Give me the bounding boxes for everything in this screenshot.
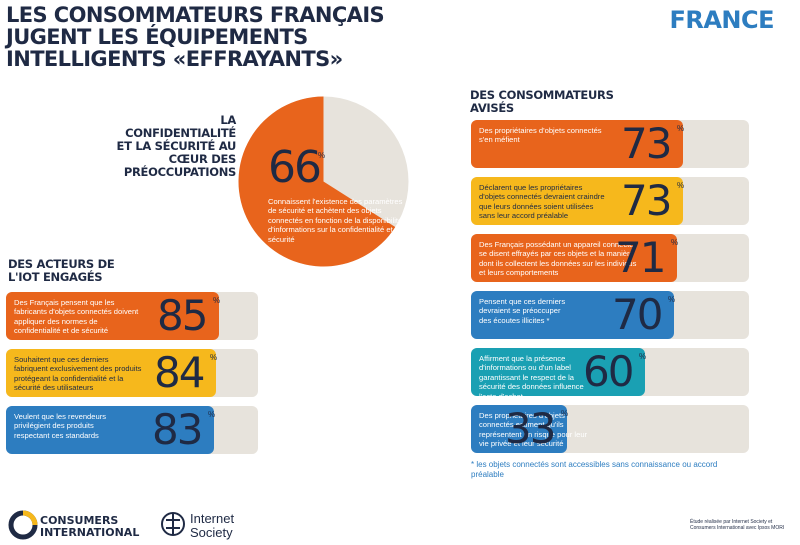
bar-percent-sign: % — [671, 238, 679, 247]
bar-value: 70 — [612, 290, 663, 339]
bar-label: Des Français possédant un appareil conne… — [479, 240, 637, 278]
bar-row: Des Français possédant un appareil conne… — [471, 234, 749, 282]
study-credit: Étude réalisée par Internet Society et C… — [690, 519, 785, 531]
bar-percent-sign: % — [210, 353, 218, 362]
bar-value: 73 — [621, 176, 672, 225]
pie-chart — [238, 96, 409, 267]
bar-row: Pensent que ces derniers devraient se pr… — [471, 291, 749, 339]
pie-percent-sign: % — [318, 151, 326, 160]
ci-logo-line2: INTERNATIONAL — [40, 526, 140, 539]
bar-33 — [471, 405, 567, 453]
center-heading: LA CONFIDENTIALITÉ ET LA SÉCURITÉ AU CŒU… — [116, 113, 237, 179]
bar-percent-sign: % — [213, 296, 221, 305]
bar-value: 85 — [157, 291, 208, 340]
is-logo-icon — [161, 512, 185, 536]
bar-value: 71 — [615, 233, 666, 282]
bar-value: 73 — [621, 119, 672, 168]
bar-84 — [6, 349, 216, 397]
footnote: * les objets connectés sont accessibles … — [471, 460, 718, 479]
pie-slice-66 — [238, 96, 396, 267]
bar-value: 84 — [154, 348, 205, 397]
right-heading: DES CONSOMMATEURS AVISÉS — [470, 88, 614, 115]
pie-description: Connaissent l'existence des paramètres d… — [268, 197, 403, 244]
bar-label: Déclarent que les propriétaires d'objets… — [479, 183, 605, 221]
bar-row: Veulent que les revendeurs privilégient … — [6, 406, 258, 454]
bar-label: Affirment que la présence d'informations… — [479, 354, 584, 401]
page-title: LES CONSOMMATEURS FRANÇAIS JUGENT LES ÉQ… — [6, 3, 385, 71]
bar-row: Des propriétaires d'objets connectés s'e… — [471, 120, 749, 168]
bar-73 — [471, 120, 683, 168]
bar-value: 83 — [152, 405, 203, 454]
bar-label: Des Français pensent que les fabricants … — [14, 298, 139, 336]
bar-row: Souhaitent que ces derniers fabriquent e… — [6, 349, 258, 397]
bar-label: Des propriétaires d'objets connectés s'e… — [479, 126, 602, 145]
bar-70 — [471, 291, 674, 339]
bar-71 — [471, 234, 677, 282]
bar-percent-sign: % — [677, 124, 685, 133]
bar-row: Déclarent que les propriétaires d'objets… — [471, 177, 749, 225]
country-label: FRANCE — [669, 6, 774, 34]
bar-label: Des propriétaires d'objets connectés est… — [479, 411, 588, 449]
is-logo-line1: Internet — [190, 511, 235, 526]
bar-row: Affirment que la présence d'informations… — [471, 347, 749, 401]
bar-percent-sign: % — [639, 352, 647, 361]
ci-logo-icon — [8, 510, 38, 540]
bar-label: Veulent que les revendeurs privilégient … — [14, 412, 107, 440]
bar-label: Pensent que ces derniers devraient se pr… — [479, 297, 566, 325]
bar-percent-sign: % — [677, 181, 685, 190]
bar-60 — [471, 348, 645, 396]
ci-logo-line1: CONSUMERS — [40, 514, 119, 527]
is-logo-line2: Society — [190, 525, 233, 540]
bar-row: Des propriétaires d'objets connectés est… — [471, 405, 749, 453]
bar-value: 60 — [583, 347, 634, 396]
bar-percent-sign: % — [561, 409, 569, 418]
bar-85 — [6, 292, 219, 340]
bar-73 — [471, 177, 683, 225]
bar-83 — [6, 406, 214, 454]
bar-percent-sign: % — [208, 410, 216, 419]
bar-percent-sign: % — [668, 295, 676, 304]
bar-row: Des Français pensent que les fabricants … — [6, 292, 258, 340]
bar-label: Souhaitent que ces derniers fabriquent e… — [14, 355, 142, 393]
pie-value: 66 — [268, 142, 322, 193]
left-heading: DES ACTEURS DE L'IOT ENGAGÉS — [8, 257, 115, 284]
bar-value: 33 — [505, 404, 556, 453]
